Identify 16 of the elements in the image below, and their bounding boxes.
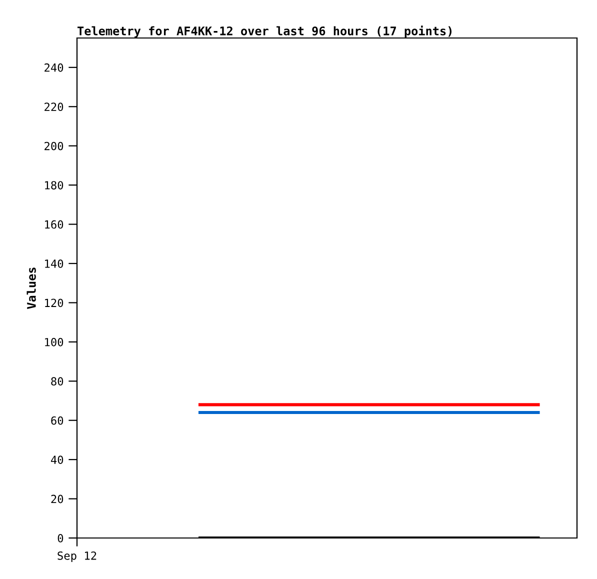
y-tick-label: 120 [45, 298, 64, 308]
y-tick-label: 0 [58, 534, 64, 542]
y-tick-label: 80 [51, 377, 64, 386]
y-tick-label: 100 [45, 338, 64, 346]
y-tick-label: 40 [50, 456, 64, 464]
y-tick-label: 60 [51, 416, 64, 425]
y-tick-label: 140 [45, 259, 64, 268]
y-tick-label: 240 [44, 63, 64, 72]
y-axis-title: Values [26, 268, 36, 309]
y-tick-label: 20 [51, 494, 64, 504]
y-tick-label: 200 [44, 142, 64, 150]
y-tick-label: 220 [44, 102, 64, 112]
x-tick-label: Sep 12 [58, 551, 96, 562]
chart-title: Telemetry for AF4KK-12 over last 96 hours (17 points) [78, 26, 452, 38]
y-tick-label: 160 [45, 220, 64, 229]
y-tick-label: 180 [45, 181, 64, 190]
